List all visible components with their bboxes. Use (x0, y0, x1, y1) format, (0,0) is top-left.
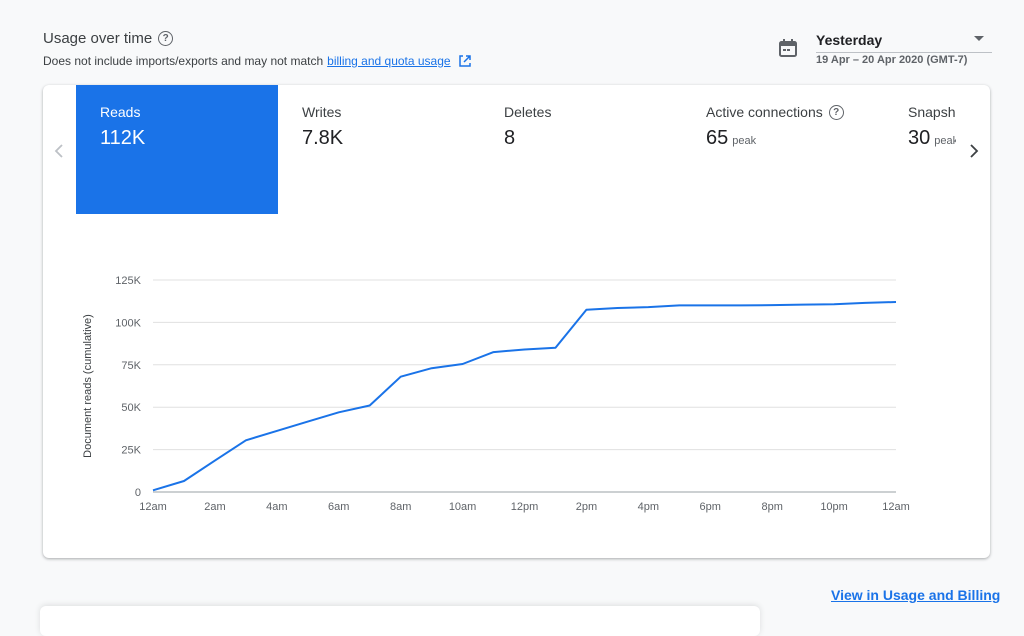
x-tick-label: 10pm (820, 501, 848, 513)
dropdown-caret-icon[interactable] (974, 36, 984, 41)
date-picker-underline (816, 52, 992, 53)
date-range-text: 19 Apr – 20 Apr 2020 (GMT-7) (816, 54, 968, 66)
billing-quota-link[interactable]: billing and quota usage (327, 54, 451, 68)
y-tick-label: 50K (121, 402, 141, 414)
tab-writes[interactable]: Writes 7.8K (278, 85, 480, 214)
y-axis-label: Document reads (cumulative) (82, 314, 94, 458)
tab-value: 8 (504, 127, 516, 149)
x-tick-label: 2am (204, 501, 225, 513)
peak-suffix: peak (732, 135, 757, 147)
x-tick-label: 12am (882, 501, 910, 513)
peak-suffix: peak (934, 135, 956, 147)
x-tick-label: 8am (390, 501, 411, 513)
metric-tabs: Reads 112K Writes 7.8K Deletes 8 Active … (76, 85, 956, 214)
x-tick-label: 6am (328, 501, 349, 513)
y-tick-label: 25K (121, 445, 141, 457)
help-icon[interactable]: ? (158, 31, 174, 46)
tab-deletes[interactable]: Deletes 8 (480, 85, 682, 214)
tab-value: 7.8K (302, 127, 344, 149)
x-tick-label: 4pm (638, 501, 659, 513)
tab-label: Active connections ? (706, 104, 844, 120)
tab-value: 112K (100, 127, 146, 149)
tab-value: 30 peak (908, 127, 956, 150)
chevron-left-icon[interactable] (53, 141, 65, 161)
tab-value: 65 peak (706, 127, 757, 149)
tab-label: Writes (302, 104, 342, 120)
tab-active-connections[interactable]: Active connections ? 65 peak (682, 85, 884, 214)
reads-line-chart: 0 25K 50K 75K 100K 125K 12am 2am 4am 6am 8am 10am 12… (82, 275, 910, 513)
tab-label: Snapshot listeners (908, 104, 956, 120)
y-tick-label: 0 (135, 487, 141, 499)
calendar-icon (779, 39, 797, 57)
reads-series-line (152, 301, 897, 492)
tab-reads[interactable]: Reads 112K (76, 85, 278, 214)
x-tick-label: 8pm (761, 501, 782, 513)
x-tick-label: 6pm (700, 501, 721, 513)
date-range-picker[interactable]: Yesterday 19 Apr – 20 Apr 2020 (GMT-7) (776, 28, 992, 72)
next-card-edge (40, 606, 760, 636)
external-link-icon[interactable] (458, 54, 472, 68)
help-icon[interactable]: ? (828, 104, 844, 120)
subtitle-text: Does not include imports/exports and may… (43, 54, 324, 68)
usage-card: Reads 112K Writes 7.8K Deletes 8 Active … (43, 85, 990, 558)
tab-label: Deletes (504, 104, 552, 120)
usage-subtitle: Does not include imports/exports and may… (43, 54, 472, 68)
tab-label: Reads (100, 104, 141, 120)
x-tick-label: 12am (139, 501, 167, 513)
page-title: Usage over time (43, 30, 153, 47)
date-picker-label[interactable]: Yesterday (816, 32, 883, 48)
x-tick-label: 4am (266, 501, 287, 513)
chevron-right-icon[interactable] (968, 141, 980, 161)
view-usage-billing-link[interactable]: View in Usage and Billing (831, 587, 1001, 603)
x-tick-label: 10am (449, 501, 477, 513)
y-tick-label: 75K (121, 360, 141, 372)
y-tick-label: 125K (115, 275, 141, 287)
y-tick-label: 100K (115, 317, 141, 329)
x-tick-label: 2pm (576, 501, 597, 513)
usage-header: Usage over time ? Does not include impor… (43, 30, 472, 68)
x-tick-label: 12pm (511, 501, 539, 513)
